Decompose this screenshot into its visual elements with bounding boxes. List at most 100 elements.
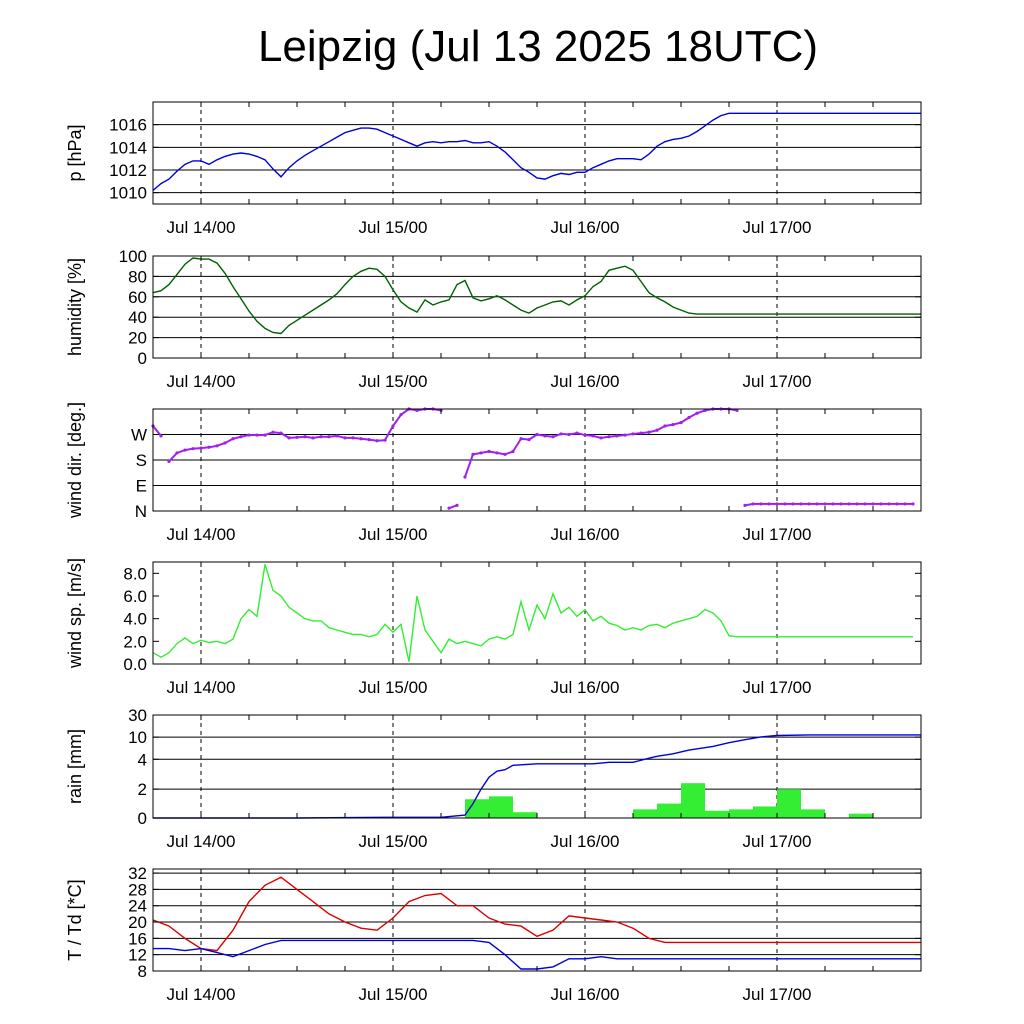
humidity-y-tick-label: 20 (128, 329, 147, 348)
rain-bar (801, 809, 825, 818)
temperature-y-tick-label: 32 (128, 864, 147, 883)
pressure-x-tick-label: Jul 16/00 (551, 218, 620, 237)
humidity-x-tick-label: Jul 15/00 (359, 372, 428, 391)
wind_dir-segment (192, 447, 202, 450)
temperature-y-tick-label: 16 (128, 929, 147, 948)
temperature-y-tick-label: 20 (128, 913, 147, 932)
wind_dir-segment (176, 449, 186, 454)
wind_dir-segment (392, 414, 402, 427)
pressure-y-tick-label: 1014 (109, 138, 147, 157)
wind_dir-segment (536, 433, 546, 437)
wind_dir-y-tick-label: W (131, 426, 147, 445)
temperature-y-tick-label: 28 (128, 880, 147, 899)
temperature-y-tick-label: 12 (128, 946, 147, 965)
wind_dir-y-tick-label: E (136, 477, 147, 496)
wind_dir-segment (520, 437, 530, 441)
wind_dir-segment (504, 450, 514, 456)
wind_speed-x-tick-label: Jul 14/00 (167, 678, 236, 697)
wind_dir-segment (616, 434, 626, 437)
wind_dir-x-tick-label: Jul 15/00 (359, 525, 428, 544)
rain-bar (753, 806, 777, 818)
wind_dir-x-tick-label: Jul 17/00 (743, 525, 812, 544)
wind_dir-segment (472, 451, 482, 456)
rain-y-tick-label: 30 (128, 706, 147, 725)
wind_dir-segment (600, 435, 610, 439)
temperature-axis-label: T / Td [*C] (65, 879, 85, 960)
rain-y-tick-label: 4 (138, 750, 147, 769)
wind_dir-segment (296, 435, 306, 439)
rain-y-tick-label: 10 (128, 728, 147, 747)
chart-title: Leipzig (Jul 13 2025 18UTC) (257, 22, 819, 71)
humidity-series-line-0 (152, 257, 921, 335)
wind_dir-segment (576, 432, 586, 437)
wind_dir-segment (696, 409, 706, 415)
wind_dir-segment (584, 434, 594, 437)
wind_dir-segment (240, 434, 250, 438)
humidity-x-tick-label: Jul 17/00 (743, 372, 812, 391)
wind_dir-segment (368, 438, 378, 442)
wind_speed-y-tick-label: 0.0 (123, 655, 147, 674)
wind_dir-segment (632, 432, 642, 435)
rain-bar (849, 813, 873, 818)
rain-frame (152, 714, 922, 819)
humidity-y-tick-label: 60 (128, 288, 147, 307)
wind_dir-segment (216, 442, 226, 447)
rain-bar (681, 783, 705, 818)
rain-bar (633, 809, 657, 818)
wind_speed-frame (152, 561, 922, 665)
wind_dir-segment (272, 431, 282, 435)
wind_dir-segment (184, 447, 194, 452)
rain-axis-label: rain [mm] (65, 729, 85, 804)
humidity-y-tick-label: 100 (119, 247, 147, 266)
wind_speed-axis-label: wind sp. [m/s] (65, 558, 85, 669)
wind_dir-segment (224, 437, 234, 444)
wind_dir-segment (688, 412, 698, 419)
wind_dir-segment (400, 408, 410, 416)
humidity-x-tick-label: Jul 14/00 (167, 372, 236, 391)
wind_dir-x-tick-label: Jul 14/00 (167, 525, 236, 544)
humidity-frame (152, 255, 922, 359)
pressure-y-tick-label: 1012 (109, 161, 147, 180)
rain-bar (705, 810, 729, 818)
wind_dir-segment (280, 432, 290, 439)
wind_dir-segment (624, 432, 634, 437)
temperature-x-tick-label: Jul 17/00 (743, 985, 812, 1004)
wind_dir-segment (288, 436, 298, 439)
wind_dir-segment (168, 452, 178, 463)
rain-y-tick-label: 2 (138, 780, 147, 799)
wind_dir-segment (336, 434, 346, 439)
pressure-series-line-0 (152, 112, 921, 191)
rain-bar (489, 796, 513, 818)
wind_dir-segment (464, 454, 474, 478)
humidity-x-tick-label: Jul 16/00 (551, 372, 620, 391)
rain-bar (465, 799, 489, 818)
humidity-y-tick-label: 0 (138, 349, 147, 368)
pressure-x-tick-label: Jul 14/00 (167, 218, 236, 237)
rain-y-tick-label: 0 (138, 809, 147, 828)
wind_dir-segment (496, 451, 506, 456)
wind_dir-segment (480, 450, 490, 454)
wind_speed-series-line-0 (152, 564, 913, 662)
wind_dir-segment (544, 434, 554, 438)
wind_speed-y-tick-label: 4.0 (123, 610, 147, 629)
wind_dir-segment (512, 438, 522, 453)
temperature-y-tick-label: 8 (138, 962, 147, 981)
wind_dir-y-tick-label: N (135, 502, 147, 521)
wind_dir-segment (640, 431, 650, 435)
humidity-y-tick-label: 40 (128, 308, 147, 327)
rain-x-tick-label: Jul 17/00 (743, 832, 812, 851)
wind_speed-x-tick-label: Jul 17/00 (743, 678, 812, 697)
wind_dir-segment (376, 439, 386, 442)
wind_speed-y-tick-label: 8.0 (123, 564, 147, 583)
wind_speed-x-tick-label: Jul 16/00 (551, 678, 620, 697)
rain-x-tick-label: Jul 15/00 (359, 832, 428, 851)
wind_dir-y-tick-label: S (136, 451, 147, 470)
wind_dir-segment (200, 446, 210, 450)
wind_dir-segment (648, 429, 658, 434)
wind_dir-segment (744, 502, 754, 507)
wind_dir-segment (312, 435, 322, 439)
temperature-x-tick-label: Jul 15/00 (359, 985, 428, 1004)
humidity-axis-label: humidity [%] (65, 258, 85, 356)
wind_dir-segment (448, 504, 458, 510)
